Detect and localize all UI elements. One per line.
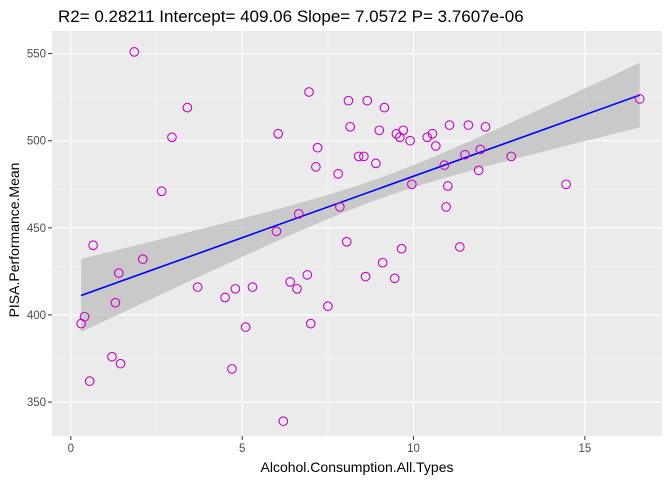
data-point	[359, 151, 369, 162]
data-point	[396, 243, 407, 254]
data-point	[305, 318, 316, 329]
data-point	[377, 257, 388, 268]
data-point	[335, 202, 345, 212]
data-point	[343, 95, 354, 106]
data-point	[110, 297, 121, 308]
data-point	[374, 125, 385, 136]
data-point	[444, 120, 455, 130]
data-point	[370, 158, 381, 169]
data-point	[129, 47, 140, 57]
data-point	[422, 132, 433, 143]
data-point	[227, 364, 237, 374]
data-point	[107, 351, 117, 362]
data-point	[84, 376, 95, 386]
data-point	[115, 358, 126, 369]
x-tick-label: 10	[407, 443, 420, 455]
y-axis-title: PISA.Performance.Mean	[6, 163, 22, 318]
data-point	[460, 149, 470, 160]
data-point	[304, 87, 314, 97]
data-point	[333, 168, 344, 179]
data-point	[345, 121, 355, 132]
data-point	[311, 162, 321, 172]
data-point	[353, 151, 364, 162]
data-point	[271, 226, 282, 237]
data-point	[506, 151, 517, 162]
data-point	[79, 311, 90, 322]
confidence-band	[81, 62, 640, 333]
data-point	[247, 282, 258, 292]
data-point	[454, 242, 465, 252]
chart-title: R2= 0.28211 Intercept= 409.06 Slope= 7.0…	[58, 7, 524, 26]
plot-panel	[52, 31, 662, 436]
x-tick-label: 5	[239, 443, 245, 455]
x-tick-label: 0	[68, 443, 74, 455]
data-point	[441, 202, 451, 212]
data-point	[182, 102, 193, 113]
data-point	[406, 179, 417, 190]
data-point	[312, 142, 323, 153]
data-point	[427, 128, 438, 139]
data-points	[76, 47, 645, 427]
data-point	[273, 128, 284, 139]
data-point	[480, 121, 491, 132]
data-point	[278, 416, 289, 427]
y-axis-ticks: 350 400 450 500 550	[27, 49, 52, 409]
data-point	[475, 144, 486, 155]
data-point	[240, 322, 251, 332]
data-point	[293, 209, 304, 219]
data-point	[389, 273, 400, 284]
y-tick-label: 400	[27, 310, 46, 322]
data-point	[192, 282, 203, 292]
data-point	[360, 271, 371, 282]
data-point	[561, 179, 571, 190]
data-point	[220, 292, 230, 303]
data-point	[398, 125, 409, 136]
y-tick-label: 550	[27, 49, 46, 61]
x-axis-ticks: 0 5 10 15	[68, 436, 591, 455]
y-tick-label: 500	[27, 136, 46, 148]
data-point	[362, 95, 373, 106]
data-point	[113, 268, 124, 278]
data-point	[341, 236, 352, 247]
data-point	[292, 283, 302, 294]
regression-line	[80, 94, 640, 297]
x-axis-title: Alcohol.Consumption.All.Types	[261, 459, 454, 475]
y-tick-label: 350	[27, 397, 46, 409]
data-point	[302, 270, 313, 280]
grid-minor	[52, 31, 662, 436]
data-point	[156, 186, 167, 197]
x-tick-label: 15	[578, 443, 591, 455]
data-point	[442, 181, 453, 191]
data-point	[634, 94, 645, 104]
y-tick-label: 450	[27, 223, 46, 235]
data-point	[230, 283, 241, 294]
data-point	[473, 165, 484, 176]
data-point	[430, 141, 441, 151]
data-point	[88, 240, 98, 251]
data-point	[285, 276, 296, 287]
data-point	[379, 102, 390, 113]
data-point	[323, 301, 333, 312]
data-point	[463, 120, 474, 130]
data-point	[405, 135, 415, 146]
data-point	[167, 132, 177, 143]
data-point	[439, 160, 450, 170]
data-point	[137, 254, 148, 265]
